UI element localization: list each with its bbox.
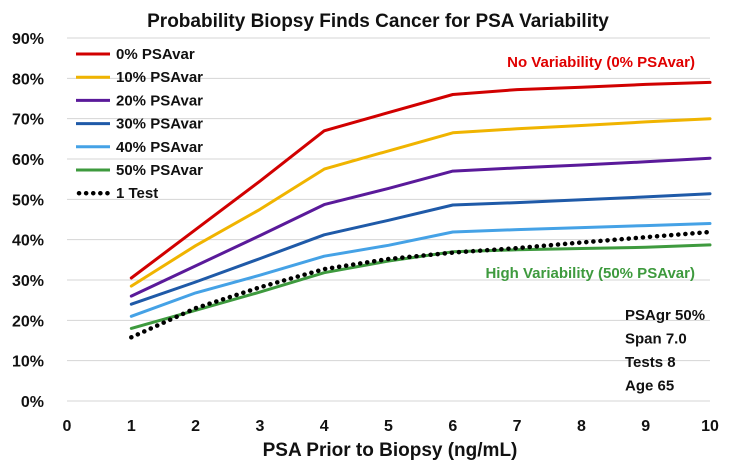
legend-label-0: 0% PSAvar xyxy=(116,46,195,63)
series-line-2 xyxy=(129,156,712,298)
legend-label-2: 20% PSAvar xyxy=(116,92,203,109)
y-tick-label: 20% xyxy=(12,313,44,330)
y-tick-label: 0% xyxy=(21,394,44,411)
series-lines xyxy=(129,80,713,340)
chart-title: Probability Biopsy Finds Cancer for PSA … xyxy=(147,11,609,32)
annotation-high-variability: High Variability (50% PSAvar) xyxy=(485,265,695,282)
series-line-0 xyxy=(129,80,712,280)
series-line-5 xyxy=(129,243,712,330)
series-line-6 xyxy=(129,229,713,340)
x-tick-label: 6 xyxy=(448,418,457,435)
x-tick-label: 0 xyxy=(63,418,72,435)
series-line-1 xyxy=(129,117,712,288)
x-tick-label: 7 xyxy=(513,418,522,435)
legend-label-6: 1 Test xyxy=(116,185,158,202)
y-tick-label: 10% xyxy=(12,354,44,371)
y-axis-ticks: 0% 10% 20% 30% 40% 50% 60% 70% 80% 90% xyxy=(12,31,44,411)
legend: 0% PSAvar 10% PSAvar 20% PSAvar 30% PSAvar 4… xyxy=(76,46,203,202)
parameter-box: PSAgr 50% Span 7.0 Tests 8 Age 65 xyxy=(625,307,705,395)
x-tick-label: 4 xyxy=(320,418,329,435)
legend-label-4: 40% PSAvar xyxy=(116,139,203,156)
y-tick-label: 50% xyxy=(12,192,44,209)
x-tick-label: 2 xyxy=(191,418,200,435)
x-tick-label: 8 xyxy=(577,418,586,435)
y-tick-label: 40% xyxy=(12,233,44,250)
parameter-line-3: Age 65 xyxy=(625,378,674,395)
parameter-line-2: Tests 8 xyxy=(625,354,676,371)
y-tick-label: 30% xyxy=(12,273,44,290)
annotation-no-variability: No Variability (0% PSAvar) xyxy=(507,54,695,71)
parameter-line-0: PSAgr 50% xyxy=(625,307,705,324)
gridlines xyxy=(67,37,710,402)
x-tick-label: 9 xyxy=(641,418,650,435)
y-tick-label: 90% xyxy=(12,31,44,48)
x-axis-label: PSA Prior to Biopsy (ng/mL) xyxy=(263,440,518,461)
legend-label-5: 50% PSAvar xyxy=(116,162,203,179)
parameter-line-1: Span 7.0 xyxy=(625,331,687,348)
x-tick-label: 5 xyxy=(384,418,393,435)
legend-label-1: 10% PSAvar xyxy=(116,69,203,86)
series-line-3 xyxy=(129,192,712,306)
y-tick-label: 70% xyxy=(12,112,44,129)
x-tick-label: 1 xyxy=(127,418,136,435)
y-tick-label: 80% xyxy=(12,71,44,88)
x-tick-label: 3 xyxy=(255,418,264,435)
x-axis-ticks: 0 1 2 3 4 5 6 7 8 9 10 xyxy=(63,418,719,435)
series-line-4 xyxy=(129,222,712,318)
y-tick-label: 60% xyxy=(12,152,44,169)
legend-label-3: 30% PSAvar xyxy=(116,116,203,133)
x-tick-label: 10 xyxy=(701,418,719,435)
